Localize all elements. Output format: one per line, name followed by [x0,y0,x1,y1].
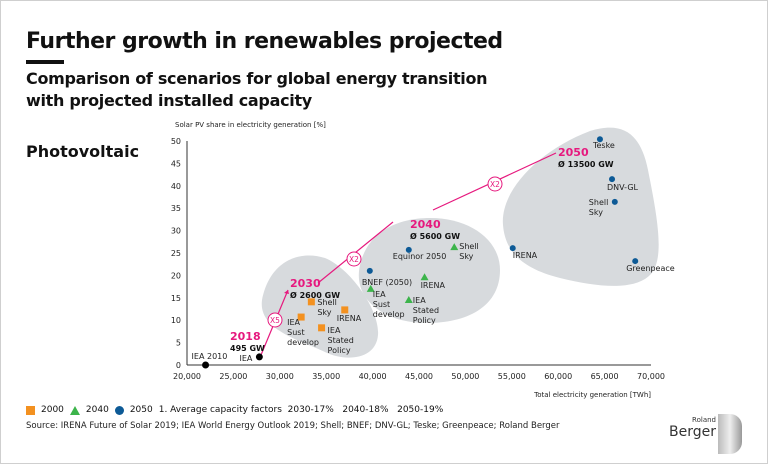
footnote: 1. Average capacity factors 2030-17% 204… [158,405,444,415]
data-point-label: IRENA [513,251,538,260]
x-tick-label: 20,000 [173,372,201,381]
data-point-label: Shell Sky [589,198,609,217]
y-tick-label: 20 [171,271,181,280]
data-point-label: IEA [239,354,252,363]
y-tick-label: 0 [176,361,181,370]
arrow-head-icon [284,290,289,294]
milestone-capacity: 495 GW [230,344,265,353]
data-point-circle [596,136,603,143]
data-point-label: IEA Sust develop [287,318,319,347]
y-tick-label: 35 [171,204,181,213]
legend-item-2050: 2050 [129,405,153,415]
data-point-triangle [404,296,413,304]
milestone-capacity: Ø 13500 GW [558,159,614,169]
data-point-label: IEA 2010 [192,352,228,361]
x-tick-label: 55,000 [498,372,526,381]
data-point-circle [202,361,210,369]
legend-square-icon [26,405,35,415]
data-point-label: Equinor 2050 [393,252,447,261]
growth-marker-circle [267,312,283,328]
cluster-2030 [261,255,379,358]
x-tick-label: 60,000 [544,372,572,381]
y-tick-label: 10 [171,316,181,325]
x-tick-label: 65,000 [591,372,619,381]
page-subtitle: Comparison of scenarios for global energ… [26,69,488,110]
y-tick-label: 15 [171,294,181,303]
data-point-circle [405,246,412,253]
roland-berger-logo: Roland Berger [646,414,746,454]
x-axis-title: Total electricity generation [TWh] [533,391,651,399]
data-point-square [297,313,305,321]
milestone-year: 2040 [410,218,441,231]
y-axis-title: Solar PV share in electricity generation… [175,121,326,129]
legend-item-2040: 2040 [85,405,109,415]
data-point-label: IEA Sust develop [373,290,405,319]
data-point-label: IEA Stated Policy [328,326,354,355]
milestone-capacity: Ø 5600 GW [410,231,460,241]
y-tick-label: 30 [171,227,181,236]
data-point-circle [609,176,616,183]
logo-top: Roland [692,416,716,424]
data-point-label: DNV-GL [607,183,639,192]
data-point-circle [632,258,639,265]
legend: 2000 2040 2050 1. Average capacity facto… [26,405,443,415]
x-tick-label: 45,000 [405,372,433,381]
data-point-triangle [450,243,459,251]
data-point-square [341,306,349,314]
growth-marker-label: X2 [349,255,359,264]
y-tick-label: 50 [171,137,181,146]
growth-marker-label: X2 [490,180,500,189]
legend-circle-icon [114,405,124,415]
x-tick-label: 25,000 [219,372,247,381]
y-tick-label: 25 [171,249,181,258]
milestone-year: 2030 [290,277,321,290]
legend-item-2030: 2000 [41,405,64,415]
y-tick-label: 40 [171,182,181,191]
x-tick-label: 70,000 [637,372,665,381]
data-point-label: BNEF (2050) [362,278,412,287]
data-point-label: Greenpeace [626,264,675,273]
data-point-circle [255,353,263,361]
data-point-label: IEA Stated Policy [413,296,439,325]
data-point-label: IRENA [337,314,362,323]
data-point-circle [366,267,373,274]
logo-bottom: Berger [669,424,716,440]
growth-marker-circle [346,251,362,267]
data-point-label: Teske [592,141,615,150]
milestone-year: 2050 [558,146,589,159]
milestone-capacity: Ø 2600 GW [290,290,340,300]
logo-mark [718,414,742,454]
milestone-year: 2018 [230,330,261,343]
y-tick-label: 5 [176,339,181,348]
legend-triangle-icon [69,405,80,415]
cluster-2040 [358,218,500,324]
data-point-triangle [420,273,429,281]
y-tick-label: 45 [171,159,181,168]
growth-marker-label: X5 [270,316,280,325]
x-tick-label: 50,000 [451,372,479,381]
cluster-2050 [502,127,659,286]
data-point-square [318,324,326,332]
growth-marker-circle [487,176,503,192]
data-point-label: Shell Sky [317,298,337,317]
title-underline [26,60,64,64]
data-point-circle [611,198,618,205]
section-label: Photovoltaic [26,142,140,161]
data-point-square [307,298,315,306]
x-tick-label: 30,000 [266,372,294,381]
data-point-triangle [366,284,375,292]
data-point-label: Shell Sky [459,242,479,261]
x-tick-label: 35,000 [312,372,340,381]
data-point-circle [509,245,516,252]
page-title: Further growth in renewables projected [26,29,503,54]
source-note: Source: IRENA Future of Solar 2019; IEA … [26,421,560,431]
data-point-label: IRENA [421,281,446,290]
x-tick-label: 40,000 [359,372,387,381]
